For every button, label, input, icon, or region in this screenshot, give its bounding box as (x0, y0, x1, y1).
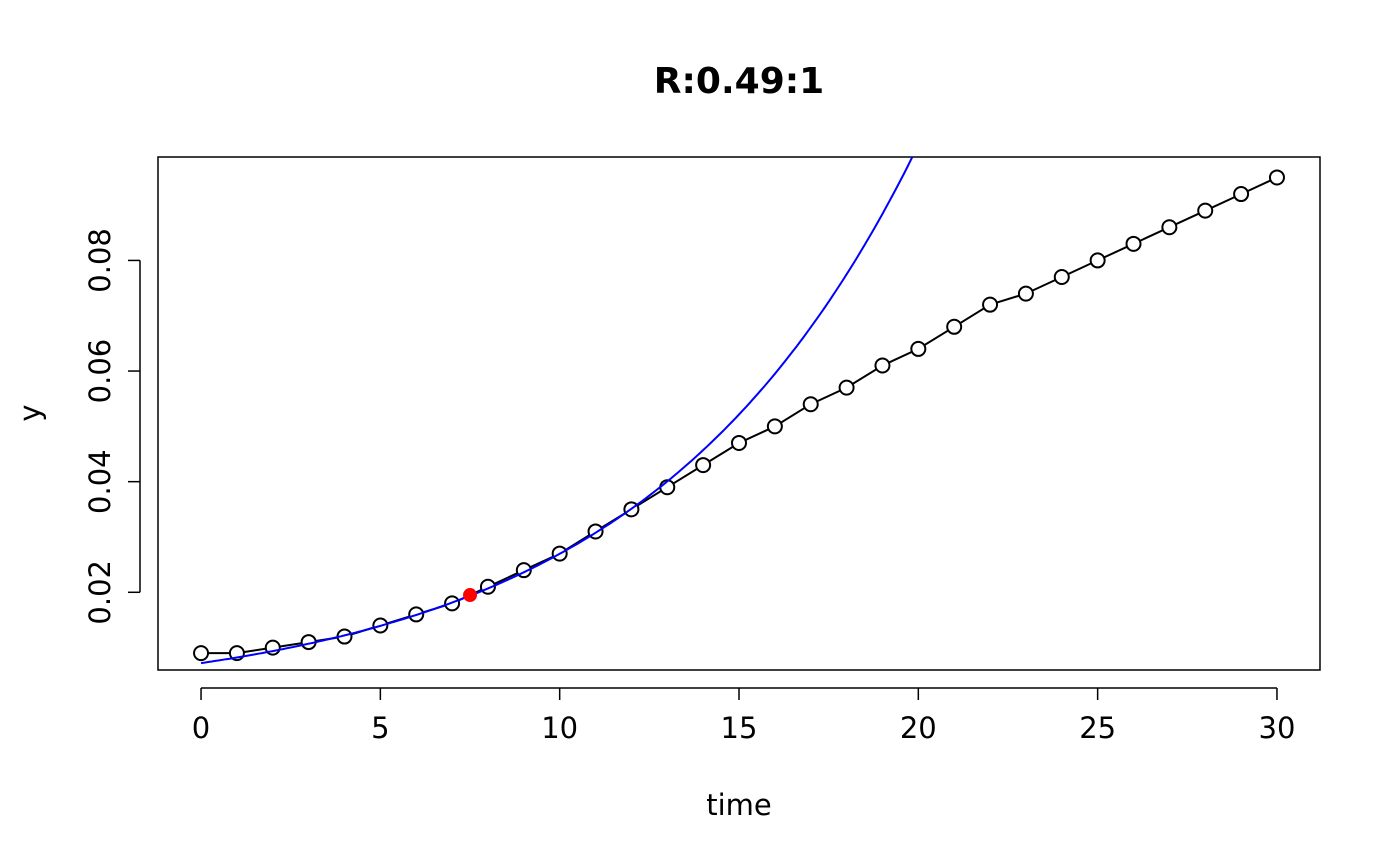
x-tick-label: 15 (721, 711, 758, 745)
data-point (731, 434, 747, 451)
x-tick-label: 10 (541, 711, 578, 745)
data-point (1053, 269, 1070, 286)
y-tick-label: 0.06 (83, 339, 117, 404)
data-point (695, 457, 712, 474)
chart-title: R:0.49:1 (654, 61, 824, 102)
data-point (838, 379, 855, 396)
y-tick-label: 0.04 (83, 449, 117, 514)
data-point (910, 340, 927, 357)
data-point (1197, 202, 1214, 219)
data-point (874, 357, 891, 374)
data-point (1089, 252, 1106, 269)
data-point (193, 645, 210, 662)
data-point (1268, 169, 1285, 186)
fitted-curve (200, 157, 914, 665)
data-point (1017, 285, 1034, 302)
data-point (1233, 186, 1250, 203)
x-axis-label: time (706, 788, 772, 822)
series-layer (193, 157, 1285, 665)
data-point (766, 418, 783, 435)
data-point (982, 296, 999, 313)
y-tick-label: 0.02 (83, 560, 117, 625)
y-axis-label: y (13, 404, 47, 421)
x-tick-label: 0 (192, 711, 210, 745)
y-axis: 0.02 0.04 0.06 0.08 (83, 228, 141, 625)
x-tick-label: 20 (900, 711, 937, 745)
data-point (1125, 235, 1142, 252)
plot-frame (157, 156, 1321, 671)
data-point (802, 396, 819, 413)
y-tick-label: 0.08 (83, 228, 117, 293)
x-axis: 0 5 10 15 20 25 30 (192, 687, 1296, 745)
x-tick-label: 5 (371, 711, 389, 745)
data-point (1161, 219, 1178, 236)
highlight-point (463, 588, 478, 603)
x-tick-label: 25 (1079, 711, 1116, 745)
x-tick-label: 30 (1259, 711, 1296, 745)
data-point (946, 318, 963, 335)
